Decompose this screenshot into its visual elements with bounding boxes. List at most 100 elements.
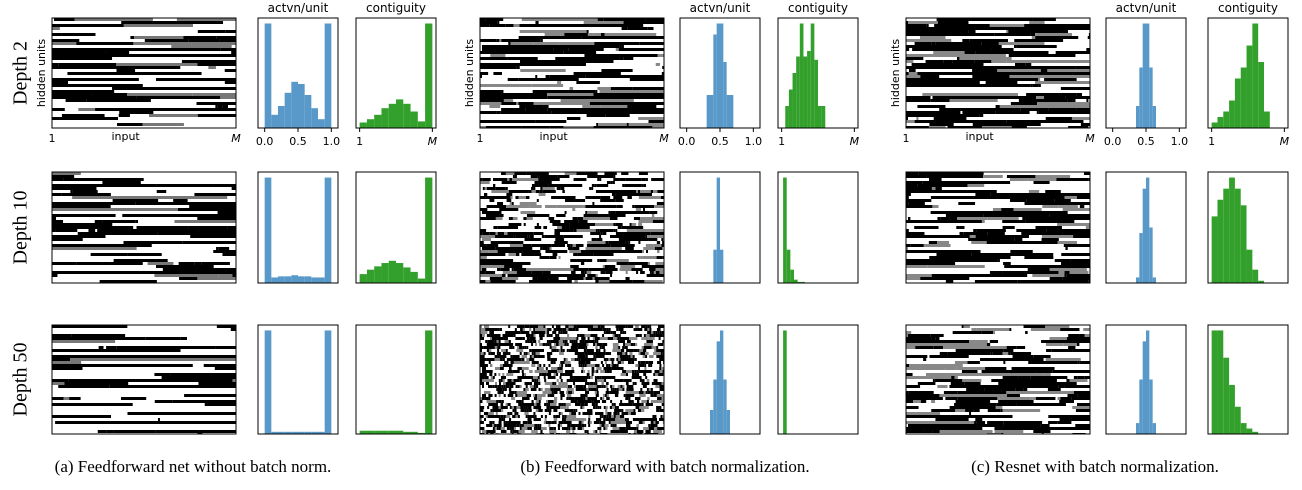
activation-segment (655, 418, 657, 421)
activation-segment (553, 409, 557, 412)
activation-segment (636, 190, 638, 193)
activation-segment (497, 385, 501, 388)
activation-segment (613, 427, 618, 430)
activation-segment (493, 271, 495, 274)
activation-segment (537, 367, 539, 370)
activation-segment (550, 406, 556, 409)
activation-segment (641, 256, 643, 259)
histogram-bar (717, 24, 720, 129)
subplot-title: contiguity (788, 1, 848, 15)
activation-segment (507, 199, 512, 202)
activation-segment (659, 385, 661, 388)
activation-segment (501, 108, 525, 111)
x-tick-label: M (850, 135, 860, 148)
activation-segment (592, 403, 596, 406)
activation-segment (518, 102, 533, 105)
activation-segment (601, 33, 605, 36)
activation-segment (503, 352, 509, 355)
activation-segment (524, 427, 528, 430)
activation-segment (1039, 111, 1090, 114)
activation-segment (614, 415, 616, 418)
activation-segment (626, 421, 630, 424)
activation-segment (628, 241, 630, 244)
activation-segment (658, 217, 664, 220)
activation-segment (534, 331, 545, 334)
histogram-bar (425, 178, 432, 283)
activation-segment (523, 328, 525, 331)
activation-segment (944, 60, 953, 63)
histogram-bar (367, 119, 374, 128)
x-tick-label: M (1085, 132, 1095, 145)
activation-segment (532, 361, 539, 364)
x-tick-label: M (231, 132, 241, 145)
activation-segment (610, 244, 635, 247)
activation-segment (106, 430, 113, 433)
activation-segment (515, 175, 517, 178)
activation-segment (507, 178, 509, 181)
activation-segment (585, 403, 588, 406)
activation-segment (906, 190, 997, 193)
activation-segment (933, 379, 935, 382)
activation-segment (533, 430, 535, 433)
activation-segment (603, 427, 605, 430)
activation-segment (505, 331, 515, 334)
activation-segment (597, 259, 599, 262)
activation-segment (609, 328, 611, 331)
activation-segment (605, 33, 656, 36)
activation-segment (558, 415, 560, 418)
activation-segment (1064, 244, 1090, 247)
activation-segment (957, 57, 959, 60)
activation-segment (506, 187, 508, 190)
activation-segment (512, 409, 514, 412)
activation-segment (480, 250, 488, 253)
activation-segment (1015, 388, 1023, 391)
activation-segment (586, 343, 588, 346)
activation-segment (124, 24, 193, 27)
activation-segment (495, 367, 500, 370)
activation-segment (179, 277, 197, 280)
activation-segment (1076, 93, 1082, 96)
activation-segment (582, 412, 586, 415)
activation-segment (651, 331, 653, 334)
activation-segment (596, 394, 599, 397)
activation-segment (493, 427, 495, 430)
activation-segment (509, 367, 512, 370)
activation-segment (617, 406, 619, 409)
activation-segment (562, 33, 564, 36)
activation-segment (651, 421, 654, 424)
activation-segment (488, 397, 490, 400)
activation-segment (547, 328, 551, 331)
activation-segment (643, 337, 648, 340)
activation-segment (66, 99, 87, 102)
activation-segment (540, 397, 542, 400)
subplot-title: contiguity (366, 1, 426, 15)
activation-segment (525, 391, 527, 394)
activation-segment (497, 111, 501, 114)
activation-segment (998, 382, 1076, 385)
activation-segment (538, 409, 543, 412)
activation-segment (644, 367, 646, 370)
activation-segment (637, 349, 639, 352)
activation-segment (575, 358, 577, 361)
activation-segment (933, 430, 940, 433)
activation-segment (518, 403, 521, 406)
activation-segment (542, 235, 545, 238)
activation-segment (640, 271, 645, 274)
activation-segment (635, 397, 640, 400)
activation-segment (544, 105, 549, 108)
activation-segment (631, 412, 636, 415)
activation-segment (114, 430, 156, 433)
activation-segment (624, 358, 634, 361)
activation-segment (582, 406, 584, 409)
activation-segment (154, 373, 170, 376)
activation-segment (182, 241, 236, 244)
activation-segment (586, 355, 588, 358)
activation-segment (584, 277, 586, 280)
activation-segment (540, 187, 542, 190)
activation-segment (501, 111, 551, 114)
activation-segment (620, 268, 622, 271)
activation-segment (931, 211, 1068, 214)
activation-segment (644, 343, 653, 346)
activation-segment (571, 271, 575, 274)
